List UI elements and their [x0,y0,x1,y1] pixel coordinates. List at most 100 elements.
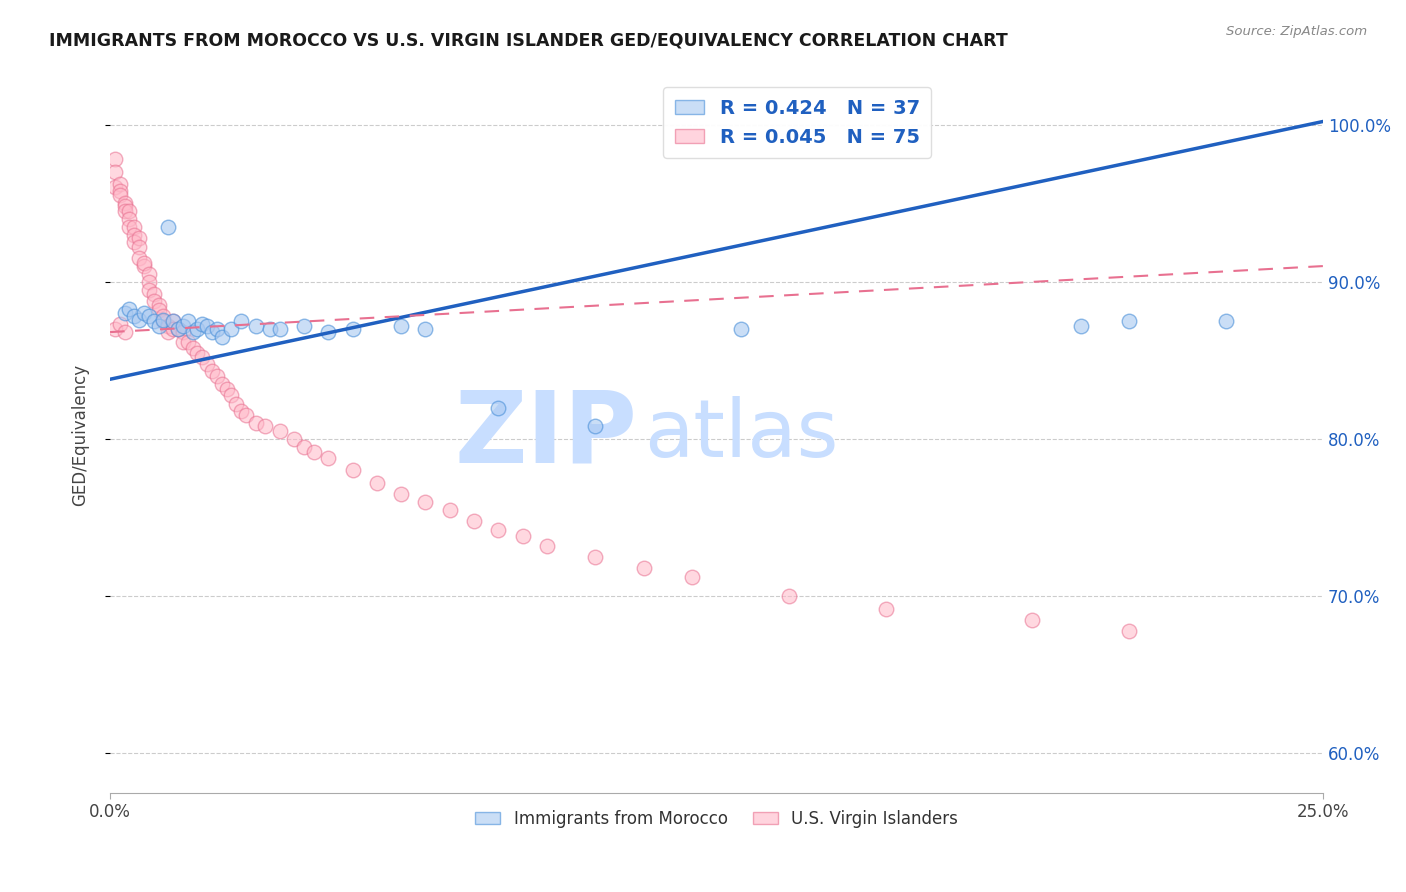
Point [389,318,412,333]
Point [259,322,281,336]
Point [201,325,224,339]
Point [128,251,150,265]
Point [235,409,257,423]
Point [181,325,204,339]
Point [114,196,136,211]
Point [269,322,291,336]
Point [108,188,131,202]
Point [205,322,228,336]
Point [342,322,364,336]
Point [138,275,160,289]
Point [157,325,180,339]
Point [124,310,146,324]
Point [148,298,170,312]
Point [1215,314,1237,328]
Point [269,424,291,438]
Point [318,450,340,465]
Text: Source: ZipAtlas.com: Source: ZipAtlas.com [1226,25,1367,38]
Point [205,369,228,384]
Point [167,322,190,336]
Point [221,322,243,336]
Point [142,287,165,301]
Point [108,184,131,198]
Point [128,312,150,326]
Point [302,444,325,458]
Point [152,314,174,328]
Point [463,514,485,528]
Point [172,325,194,339]
Point [254,419,277,434]
Point [221,388,243,402]
Point [875,601,897,615]
Point [415,495,437,509]
Point [186,322,208,336]
Point [118,219,141,234]
Point [118,204,141,219]
Point [186,345,208,359]
Point [229,403,252,417]
Point [486,401,509,415]
Point [114,325,136,339]
Point [118,211,141,226]
Point [114,306,136,320]
Point [167,322,190,336]
Point [142,314,165,328]
Point [108,317,131,331]
Point [152,312,174,326]
Point [195,357,218,371]
Point [124,227,146,242]
Point [132,256,155,270]
Point [142,293,165,308]
Point [211,376,233,391]
Point [162,314,184,328]
Text: atlas: atlas [644,396,838,474]
Point [191,317,214,331]
Point [283,432,305,446]
Point [583,419,606,434]
Y-axis label: GED/Equivalency: GED/Equivalency [72,364,89,506]
Point [292,318,315,333]
Point [245,417,267,431]
Point [128,240,150,254]
Point [181,341,204,355]
Point [633,561,655,575]
Point [138,310,160,324]
Point [1070,318,1092,333]
Point [292,440,315,454]
Point [366,475,388,490]
Point [177,334,200,349]
Point [128,231,150,245]
Text: ZIP: ZIP [456,386,638,483]
Point [138,267,160,281]
Point [118,301,141,316]
Point [104,165,127,179]
Point [245,318,267,333]
Point [439,502,461,516]
Point [1118,624,1140,638]
Point [162,322,184,336]
Point [778,589,800,603]
Point [114,199,136,213]
Point [583,549,606,564]
Point [104,322,127,336]
Point [1118,314,1140,328]
Point [415,322,437,336]
Point [215,382,238,396]
Point [512,529,534,543]
Point [389,487,412,501]
Point [486,523,509,537]
Point [132,306,155,320]
Point [104,180,127,194]
Point [108,178,131,192]
Point [124,235,146,250]
Point [225,397,247,411]
Point [157,318,180,333]
Point [342,463,364,477]
Legend: Immigrants from Morocco, U.S. Virgin Islanders: Immigrants from Morocco, U.S. Virgin Isl… [468,803,965,834]
Point [114,204,136,219]
Text: IMMIGRANTS FROM MOROCCO VS U.S. VIRGIN ISLANDER GED/EQUIVALENCY CORRELATION CHAR: IMMIGRANTS FROM MOROCCO VS U.S. VIRGIN I… [49,31,1008,49]
Point [138,283,160,297]
Point [195,318,218,333]
Point [211,330,233,344]
Point [229,314,252,328]
